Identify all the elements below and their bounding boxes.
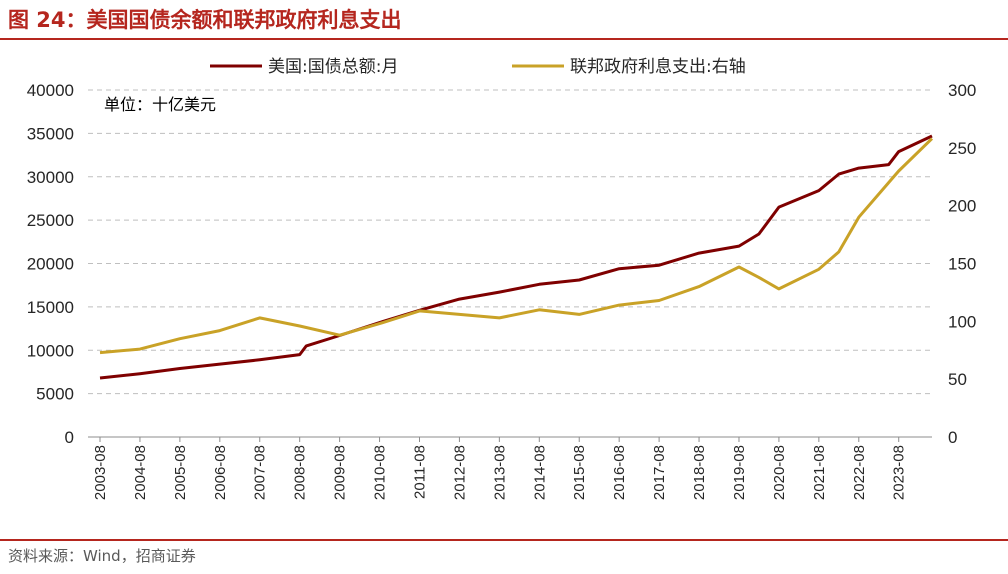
left-tick-label: 15000 [27,298,74,317]
left-tick-label: 30000 [27,168,74,187]
x-tick-label: 2019-08 [731,445,748,500]
x-tick-label: 2012-08 [451,445,468,500]
legend-label: 联邦政府利息支出:右轴 [570,57,746,77]
source-note: 资料来源：Wind，招商证券 [8,547,196,565]
grid-lines [88,89,932,438]
x-tick-label: 2017-08 [651,445,668,500]
left-axis: 0 5000 10000 15000 20000 25000 30000 35000 40000 [27,81,74,447]
x-tick-label: 2004-08 [132,445,149,500]
title-rule [0,38,1008,40]
interest-line [99,137,934,355]
x-tick-label: 2014-08 [531,445,548,500]
legend-label: 美国:国债总额:月 [268,57,398,77]
debt-line [99,134,933,380]
series-lines [99,134,934,380]
right-tick-label: 50 [948,370,967,389]
x-tick-label: 2011-08 [411,445,428,499]
left-tick-label: 35000 [27,124,74,143]
right-tick-label: 0 [948,428,957,447]
right-tick-label: 100 [948,312,976,331]
x-axis: 2003-08 2004-08 2005-08 2006-08 2007-08 2008-… [92,437,908,500]
x-tick-label: 2007-08 [252,445,269,500]
legend: 美国:国债总额:月 联邦政府利息支出:右轴 [210,57,746,77]
x-tick-label: 2023-08 [891,445,908,500]
left-tick-label: 5000 [36,385,74,404]
x-tick-label: 2022-08 [851,445,868,500]
left-tick-label: 10000 [27,341,74,360]
right-tick-label: 300 [948,81,976,100]
x-tick-label: 2016-08 [611,445,628,500]
x-tick-label: 2005-08 [172,445,189,500]
left-tick-label: 20000 [27,255,74,274]
x-tick-label: 2010-08 [372,445,389,500]
x-tick-label: 2020-08 [771,445,788,500]
x-tick-label: 2015-08 [571,445,588,500]
x-tick-label: 2003-08 [92,445,109,500]
right-tick-label: 200 [948,197,976,216]
x-tick-label: 2008-08 [292,445,309,500]
x-tick-label: 2006-08 [212,445,229,500]
x-tick-label: 2021-08 [811,445,828,500]
left-tick-label: 0 [65,428,74,447]
unit-annotation: 单位：十亿美元 [104,95,216,114]
chart-title: 图 24：美国国债余额和联邦政府利息支出 [8,8,402,32]
right-axis: 0 50 100 150 200 250 300 [948,81,976,447]
right-tick-label: 150 [948,255,976,274]
x-tick-label: 2013-08 [491,445,508,500]
x-tick-label: 2018-08 [691,445,708,500]
right-tick-label: 250 [948,139,976,158]
x-tick-label: 2009-08 [332,445,349,500]
footer-rule [0,539,1008,541]
left-tick-label: 25000 [27,211,74,230]
left-tick-label: 40000 [27,81,74,100]
